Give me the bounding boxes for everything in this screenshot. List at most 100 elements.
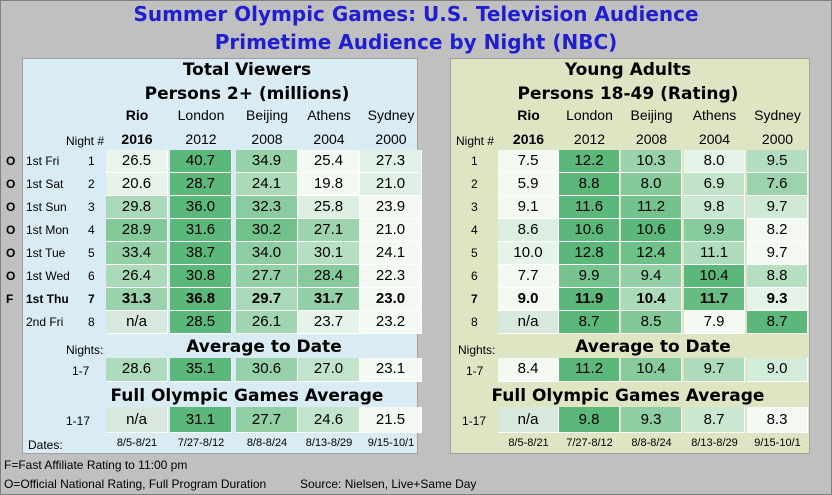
data-cell: 9.3 [747,288,808,311]
data-cell: 22.3 [360,265,422,288]
night-number: 7 [471,292,478,306]
data-cell: 8.8 [747,265,808,288]
col-year: 2012 [185,131,217,147]
data-cell: 34.9 [236,150,298,173]
data-cell: 29.7 [236,288,298,311]
full-cell: 8.3 [747,407,808,433]
avg-range: 1-7 [72,364,90,378]
data-cell: 8.7 [747,311,808,334]
full-cell: 27.7 [236,407,298,433]
night-label: 1st Tue [26,246,66,260]
data-cell: 23.9 [360,196,422,219]
data-cell: 9.9 [684,219,745,242]
data-cell: 23.2 [360,311,422,334]
avg-cell: 23.1 [360,358,422,382]
night-number: 8 [88,315,95,329]
data-cell: 7.9 [684,311,745,334]
flag-6: O [6,269,16,283]
col-city: Beijing [245,107,289,123]
data-cell: 11.2 [621,196,682,219]
col-year: 2004 [313,131,345,147]
data-cell: 19.8 [298,173,360,196]
col-year: 2016 [121,131,153,147]
night-number: 4 [471,223,478,237]
data-cell: 26.5 [106,150,168,173]
full-cell: 24.6 [298,407,360,433]
data-cell: 9.5 [747,150,808,173]
avg-range: 1-7 [466,364,484,378]
col-city: Sydney [754,107,801,123]
data-cell: 27.7 [236,265,298,288]
night-label: 1st Fri [26,154,60,168]
dates-label: Dates: [28,438,63,452]
data-cell: 8.6 [498,219,559,242]
data-cell: 32.3 [236,196,298,219]
footnote-fast: F=Fast Affiliate Rating to 11:00 pm [4,458,188,472]
col-city: Sydney [367,107,415,123]
right-full-title: Full Olympic Games Average [491,386,765,406]
data-cell: n/a [106,311,168,334]
avg-cell: 9.0 [747,358,808,382]
data-cell: 12.8 [559,242,620,265]
full-cell: n/a [106,407,168,433]
col-year: 2008 [251,131,283,147]
data-cell: 9.7 [747,196,808,219]
data-cell: 7.5 [498,150,559,173]
date-range: 8/5-8/21 [116,437,158,449]
data-cell: 11.6 [559,196,620,219]
col-year: 2008 [635,131,668,147]
flag-7: F [6,292,14,306]
night-label: 1st Wed [26,269,70,283]
data-cell: 10.6 [559,219,620,242]
data-cell: 9.7 [747,242,808,265]
night-number: 1 [88,154,95,168]
data-cell: 30.8 [170,265,232,288]
data-cell: 10.4 [684,265,745,288]
data-cell: 34.0 [236,242,298,265]
data-cell: 8.0 [684,150,745,173]
data-cell: 40.7 [170,150,232,173]
left-full-title: Full Olympic Games Average [110,386,384,406]
night-number: 5 [471,246,478,260]
night-number: 8 [471,315,478,329]
source-note: Source: Nielsen, Live+Same Day [300,477,477,491]
data-cell: 8.2 [747,219,808,242]
nights-label: Nights: [66,343,104,357]
col-year: 2016 [512,131,545,147]
data-cell: 30.1 [298,242,360,265]
night-number: 2 [88,177,95,191]
night-header: Night # [66,134,105,148]
main-title: Summer Olympic Games: U.S. Television Au… [133,2,699,26]
flag-5: O [6,246,16,260]
data-cell: 9.4 [621,265,682,288]
data-cell: 31.6 [170,219,232,242]
data-cell: 10.4 [621,288,682,311]
data-cell: 36.0 [170,196,232,219]
sub-title: Primetime Audience by Night (NBC) [214,30,618,54]
avg-cell: 28.6 [106,358,168,382]
full-cell: 8.7 [684,407,745,433]
data-cell: 11.7 [684,288,745,311]
date-range: 9/15-10/1 [367,437,415,449]
data-cell: 27.1 [298,219,360,242]
data-cell: 8.7 [559,311,620,334]
night-number: 4 [88,223,95,237]
data-cell: 11.9 [559,288,620,311]
data-cell: 9.1 [498,196,559,219]
night-label: 2nd Fri [26,315,64,329]
night-number: 6 [88,269,95,283]
right-panel-subtitle: Persons 18-49 (Rating) [517,84,739,104]
date-range: 8/13-8/29 [691,437,738,449]
data-cell: 28.4 [298,265,360,288]
data-cell: 12.4 [621,242,682,265]
col-year: 2012 [573,131,606,147]
right-panel-title: Young Adults [564,60,692,80]
right-avg-title: Average to Date [575,337,731,357]
data-cell: 23.7 [298,311,360,334]
data-cell: 29.8 [106,196,168,219]
date-range: 8/5-8/21 [508,437,549,449]
night-number: 2 [471,177,478,191]
flag-3: O [6,200,16,214]
avg-cell: 10.4 [621,358,682,382]
data-cell: 30.2 [236,219,298,242]
